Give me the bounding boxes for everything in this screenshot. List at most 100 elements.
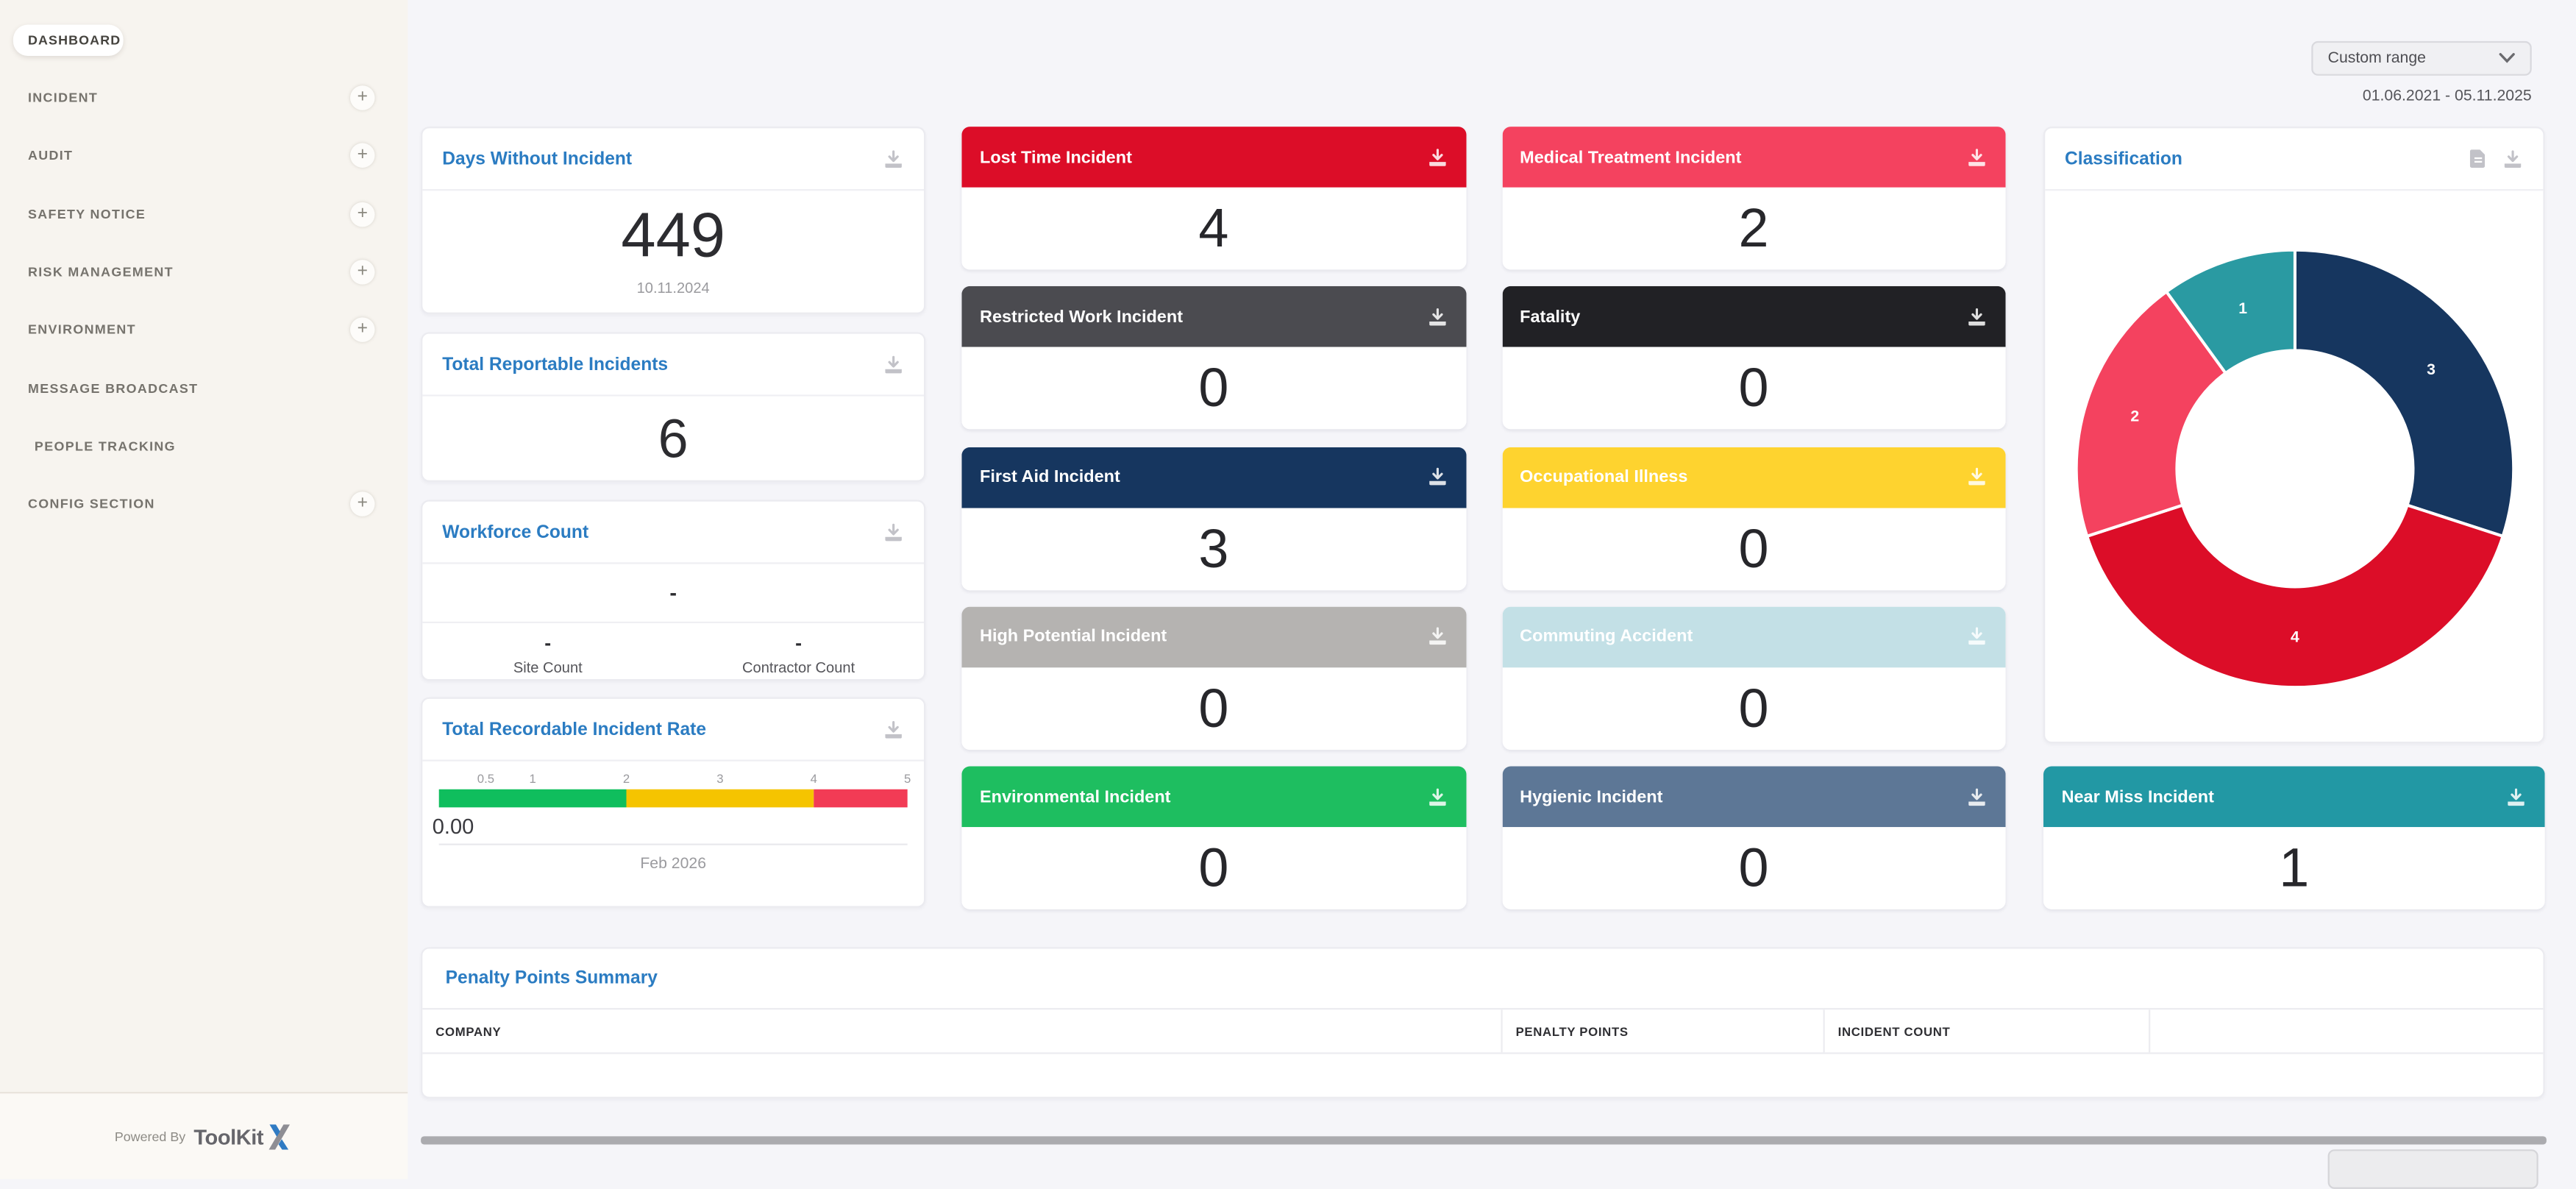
sidebar-item-label: RISK MANAGEMENT xyxy=(27,264,174,280)
incident-card: Restricted Work Incident 0 xyxy=(961,286,1466,430)
download-icon[interactable] xyxy=(883,522,904,542)
toolkitx-logo: ToolKit xyxy=(193,1123,293,1151)
sidebar-item-incident[interactable]: INCIDENT + xyxy=(0,69,408,127)
incident-card-header: Restricted Work Incident xyxy=(961,286,1466,348)
sidebar-item-label: DASHBOARD xyxy=(27,32,121,48)
gauge-tick-label: 3 xyxy=(716,771,724,787)
near-miss-incident-card: Near Miss Incident 1 xyxy=(2043,766,2545,909)
donut-segment-label: 3 xyxy=(2426,361,2435,377)
card-header: Total Recordable Incident Rate xyxy=(422,699,925,762)
file-icon[interactable] xyxy=(2469,148,2488,169)
sidebar-item-safety-notice[interactable]: SAFETY NOTICE + xyxy=(0,185,408,244)
card-title: Workforce Count xyxy=(442,522,589,542)
download-icon[interactable] xyxy=(1966,307,1988,327)
incident-card-header: Hygienic Incident xyxy=(1501,766,2006,828)
download-icon[interactable] xyxy=(1426,467,1448,487)
sidebar-item-label: PEOPLE TRACKING xyxy=(34,439,176,454)
incident-card-value: 0 xyxy=(1501,667,2006,750)
incident-card-value: 0 xyxy=(961,667,1466,750)
download-icon[interactable] xyxy=(1966,787,1988,806)
gauge-zone xyxy=(814,789,908,807)
gauge-zone xyxy=(438,789,627,807)
sidebar-item-dashboard[interactable]: DASHBOARD xyxy=(13,24,124,56)
plus-icon[interactable]: + xyxy=(350,260,375,285)
selected-date-range: 01.06.2021 - 05.11.2025 xyxy=(2362,87,2532,106)
classification-donut-chart: 3 4 2 1 xyxy=(2045,191,2543,742)
incident-card-title: Medical Treatment Incident xyxy=(1520,147,1742,167)
gauge-tick-label: 5 xyxy=(904,771,911,787)
sidebar-item-audit[interactable]: AUDIT + xyxy=(0,127,408,185)
partial-button[interactable] xyxy=(2327,1149,2538,1189)
sidebar-item-environment[interactable]: ENVIRONMENT + xyxy=(0,301,408,359)
trir-value: 0.00 xyxy=(432,813,474,838)
incident-card: Medical Treatment Incident 2 xyxy=(1501,127,2006,270)
incident-card: Occupational Illness 0 xyxy=(1501,446,2006,590)
date-range-selector[interactable]: Custom range xyxy=(2311,40,2532,76)
plus-icon[interactable]: + xyxy=(350,318,375,343)
download-icon[interactable] xyxy=(1966,467,1988,487)
trir-gauge-ticks: 0.5 1 2 3 4 5 xyxy=(439,771,911,789)
donut-segment[interactable] xyxy=(2084,502,2505,689)
card-title: Total Reportable Incidents xyxy=(442,354,669,375)
sidebar-item-risk-management[interactable]: RISK MANAGEMENT + xyxy=(0,244,408,302)
incident-card-value: 3 xyxy=(961,507,1466,590)
powered-by-label: Powered By xyxy=(114,1129,186,1144)
site-count-label: Site Count xyxy=(513,659,583,676)
chevron-down-icon xyxy=(2499,53,2515,65)
sidebar-item-people-tracking[interactable]: PEOPLE TRACKING xyxy=(0,417,408,475)
incident-card-value: 0 xyxy=(961,827,1466,909)
sidebar-item-label: ENVIRONMENT xyxy=(27,322,136,338)
sidebar-item-label: SAFETY NOTICE xyxy=(27,207,146,222)
total-reportable-incidents-card: Total Reportable Incidents 6 xyxy=(421,332,926,482)
penalty-summary-title: Penalty Points Summary xyxy=(445,968,658,989)
card-title: Days Without Incident xyxy=(442,149,633,169)
horizontal-scrollbar[interactable] xyxy=(421,1136,2547,1144)
plus-icon[interactable]: + xyxy=(350,143,375,168)
workforce-count-card: Workforce Count - - Site Count - Contrac… xyxy=(421,500,926,681)
divider xyxy=(438,842,908,845)
download-icon[interactable] xyxy=(1426,307,1448,327)
penalty-table-header-row: COMPANY PENALTY POINTS INCIDENT COUNT xyxy=(422,1009,2544,1054)
column-header-penalty-points: PENALTY POINTS xyxy=(1503,1009,1825,1053)
plus-icon[interactable]: + xyxy=(350,202,375,227)
sidebar-item-config-section[interactable]: CONFIG SECTION + xyxy=(0,475,408,533)
donut-segment-label: 4 xyxy=(2290,628,2299,645)
download-icon[interactable] xyxy=(883,149,904,168)
incident-card-title: Lost Time Incident xyxy=(980,147,1132,167)
incident-card-header: Environmental Incident xyxy=(961,766,1466,828)
download-icon[interactable] xyxy=(2505,787,2527,806)
sidebar-item-message-broadcast[interactable]: MESSAGE BROADCAST xyxy=(0,359,408,417)
download-icon[interactable] xyxy=(1966,627,1988,647)
incident-card-value: 4 xyxy=(961,187,1466,270)
incident-card-title: Commuting Accident xyxy=(1520,627,1693,647)
sidebar-item-label: MESSAGE BROADCAST xyxy=(27,380,199,396)
incident-card: Hygienic Incident 0 xyxy=(1501,766,2006,909)
incident-card-title: Near Miss Incident xyxy=(2061,787,2214,807)
incident-card-header: First Aid Incident xyxy=(961,446,1466,508)
download-icon[interactable] xyxy=(883,355,904,375)
plus-icon[interactable]: + xyxy=(350,85,375,111)
gauge-zone xyxy=(626,789,814,807)
sidebar-footer: Powered By ToolKit xyxy=(0,1091,408,1180)
download-icon[interactable] xyxy=(883,720,904,739)
contractor-count: - Contractor Count xyxy=(673,623,924,675)
donut-segment[interactable] xyxy=(2163,247,2296,375)
donut-segment[interactable] xyxy=(2292,247,2514,538)
donut-segment-label: 2 xyxy=(2130,408,2138,425)
card-header: Total Reportable Incidents xyxy=(422,334,925,397)
donut-segment[interactable] xyxy=(2074,288,2227,538)
incident-card-title: Hygienic Incident xyxy=(1520,787,1663,807)
card-title: Classification xyxy=(2065,149,2182,169)
download-icon[interactable] xyxy=(1426,147,1448,167)
gauge-tick-label: 1 xyxy=(529,771,536,787)
trir-period: Feb 2026 xyxy=(640,854,707,873)
plus-icon[interactable]: + xyxy=(350,491,375,517)
download-icon[interactable] xyxy=(2502,149,2524,168)
incident-card: First Aid Incident 3 xyxy=(961,446,1466,590)
sidebar-item-label: INCIDENT xyxy=(27,90,99,106)
download-icon[interactable] xyxy=(1426,627,1448,647)
sidebar: DASHBOARD INCIDENT + AUDIT + SAFETY NOTICE + R… xyxy=(0,0,408,1180)
download-icon[interactable] xyxy=(1966,147,1988,167)
download-icon[interactable] xyxy=(1426,787,1448,806)
